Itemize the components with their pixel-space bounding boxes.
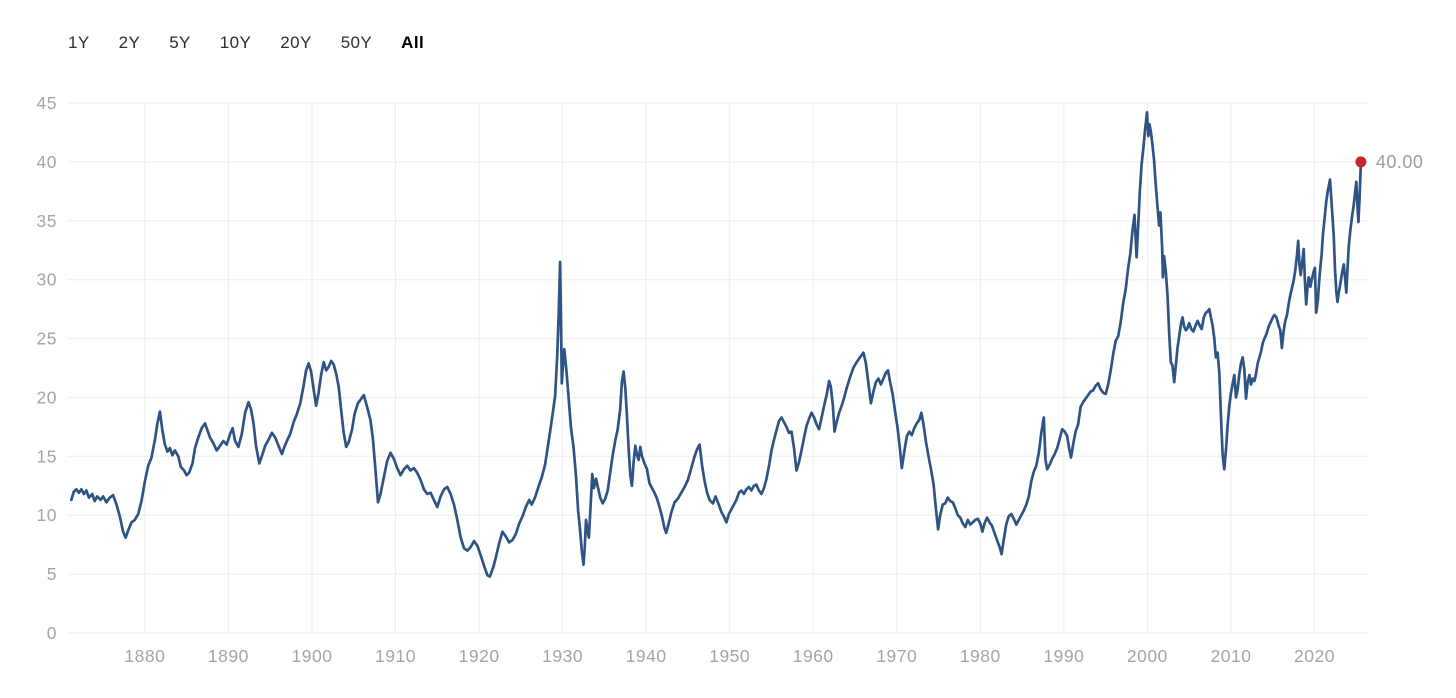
x-tick-label: 1920 <box>459 646 500 666</box>
range-button-10y[interactable]: 10Y <box>219 33 252 52</box>
y-tick-label: 20 <box>37 387 57 407</box>
x-tick-label: 1960 <box>793 646 834 666</box>
y-tick-label: 40 <box>37 152 57 172</box>
range-button-all[interactable]: All <box>401 33 425 52</box>
x-tick-label: 1930 <box>542 646 583 666</box>
y-tick-label: 30 <box>37 270 57 290</box>
x-tick-label: 1970 <box>876 646 917 666</box>
y-axis-labels: 0 5 10 15 20 25 30 35 40 45 <box>37 93 57 643</box>
x-tick-label: 2000 <box>1127 646 1168 666</box>
latest-value-dot <box>1355 156 1367 168</box>
latest-value-label: 40.00 <box>1376 152 1424 172</box>
range-button-1y[interactable]: 1Y <box>68 33 90 52</box>
x-tick-label: 2020 <box>1294 646 1335 666</box>
y-tick-label: 0 <box>47 623 57 643</box>
x-tick-label: 1980 <box>960 646 1001 666</box>
x-tick-label: 1880 <box>124 646 165 666</box>
y-tick-label: 10 <box>37 505 57 525</box>
x-tick-label: 2010 <box>1211 646 1252 666</box>
x-tick-label: 1900 <box>292 646 333 666</box>
x-tick-label: 1890 <box>208 646 249 666</box>
x-axis-labels: 1880 1890 1900 1910 1920 1930 1940 1950 1960 1970… <box>124 646 1335 666</box>
x-tick-label: 1950 <box>709 646 750 666</box>
y-tick-label: 15 <box>37 446 57 466</box>
gridlines <box>68 102 1368 634</box>
x-tick-label: 1940 <box>626 646 667 666</box>
range-button-50y[interactable]: 50Y <box>340 33 373 52</box>
pe-ratio-line[interactable] <box>69 111 1363 578</box>
x-tick-label: 1990 <box>1043 646 1084 666</box>
y-tick-label: 45 <box>37 93 57 113</box>
range-button-5y[interactable]: 5Y <box>169 33 191 52</box>
y-tick-label: 5 <box>47 564 57 584</box>
range-button-20y[interactable]: 20Y <box>280 33 312 52</box>
x-tick-label: 1910 <box>375 646 416 666</box>
time-range-toolbar: 1Y 2Y 5Y 10Y 20Y 50Y All <box>68 33 424 53</box>
range-button-2y[interactable]: 2Y <box>118 33 141 52</box>
y-tick-label: 35 <box>37 211 57 231</box>
y-tick-label: 25 <box>37 329 57 349</box>
